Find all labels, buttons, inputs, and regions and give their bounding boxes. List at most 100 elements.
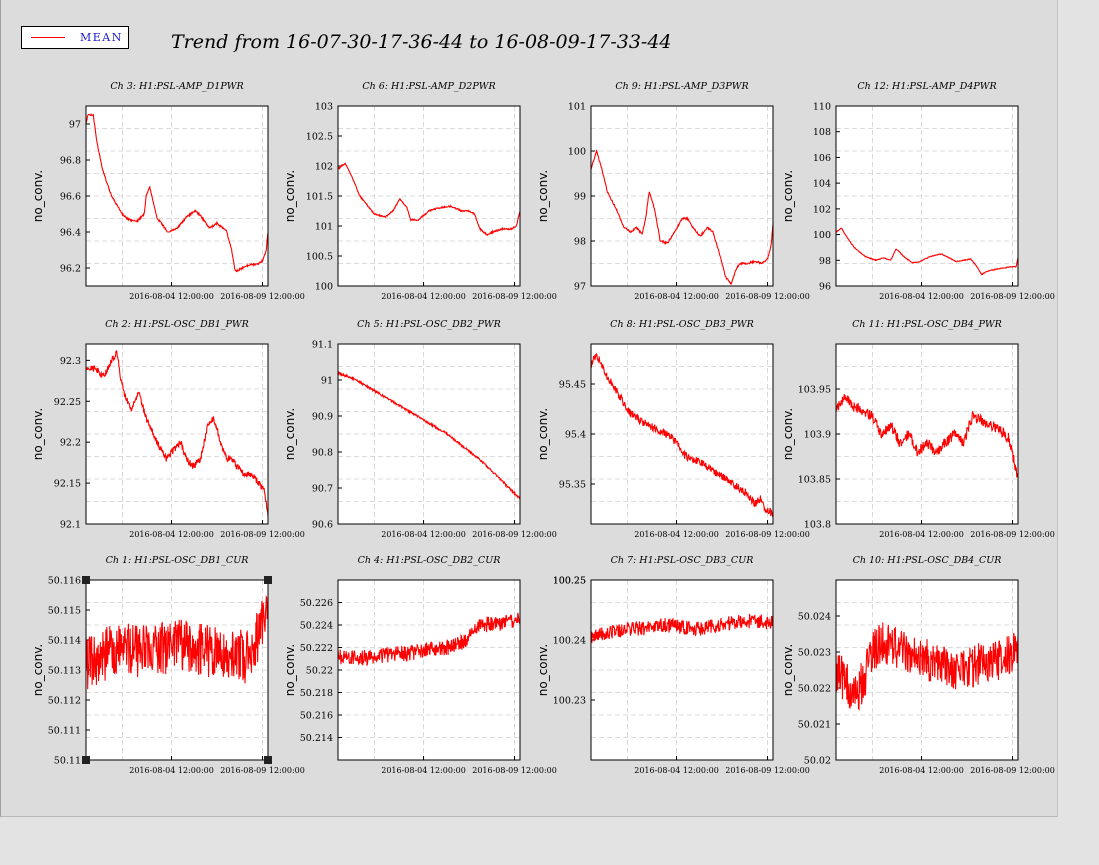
y-tick-label: 50.216 [300,711,333,722]
y-tick-label: 50.02 [804,756,831,767]
x-tick-label: 2016-08-04 12:00:00 [634,292,719,301]
panel-title: Ch 6: H1:PSL-AMP_D2PWR [362,81,495,92]
y-tick-label: 103.8 [804,520,831,531]
y-tick-label: 98 [819,256,831,267]
y-tick-label: 102 [813,204,831,215]
y-tick-label: 98 [574,237,586,248]
y-tick-label: 104 [813,179,831,190]
series-line-mean [590,149,774,285]
plot-frame [85,105,269,287]
y-tick-label: 99 [574,192,586,203]
legend-label: MEAN [80,31,123,44]
y-axis-label: no_conv. [31,408,45,460]
plot-frame [835,105,1019,287]
y-tick-label: 96 [819,282,831,293]
x-tick-label: 2016-08-04 12:00:00 [381,766,466,775]
series-line-mean [85,350,269,517]
y-axis-label: no_conv. [781,408,795,460]
y-tick-label: 100.24 [553,636,586,647]
y-tick-label: 91.1 [312,340,333,351]
x-tick-label: 2016-08-09 12:00:00 [472,766,557,775]
y-tick-label: 90.7 [312,484,333,495]
y-tick-label: 92.3 [60,356,81,367]
y-tick-label: 50.222 [300,643,333,654]
series-line-mean [835,227,1019,276]
plot-frame [85,579,269,761]
panel-title: Ch 3: H1:PSL-AMP_D1PWR [110,81,243,92]
x-tick-label: 2016-08-09 12:00:00 [970,766,1055,775]
plot-frame [590,343,774,525]
y-tick-label: 50.111 [48,726,81,737]
x-tick-label: 2016-08-09 12:00:00 [725,292,810,301]
y-axis-label: no_conv. [31,170,45,222]
y-tick-label: 50.214 [300,733,333,744]
series-line-mean [590,353,774,517]
x-tick-label: 2016-08-09 12:00:00 [220,766,305,775]
x-tick-label: 2016-08-09 12:00:00 [220,292,305,301]
plot-frame [337,105,521,287]
y-tick-label: 96.4 [60,228,81,239]
y-tick-label: 90.6 [312,520,333,531]
y-tick-label: 91 [321,376,333,387]
y-tick-label: 50.22 [306,666,333,677]
series-line-mean [835,394,1019,479]
y-axis-label: no_conv. [536,170,550,222]
plot-frame [590,579,774,761]
plot-frame [337,343,521,525]
y-tick-label: 103.95 [798,385,831,396]
y-tick-label: 50.11 [54,756,81,767]
y-tick-label: 101 [315,222,333,233]
y-tick-label: 50.022 [798,684,831,695]
x-tick-label: 2016-08-04 12:00:00 [634,766,719,775]
selection-handle[interactable] [264,576,272,584]
y-tick-label: 95.35 [559,480,586,491]
x-tick-label: 2016-08-04 12:00:00 [879,530,964,539]
panel-title: Ch 2: H1:PSL-OSC_DB1_PWR [105,319,249,330]
y-tick-label: 108 [813,127,831,138]
y-tick-label: 103 [315,102,333,113]
y-tick-label: 103.9 [804,430,831,441]
selection-handle[interactable] [82,756,90,764]
panel-title: Ch 11: H1:PSL-OSC_DB4_PWR [852,319,1002,330]
y-tick-label: 97 [69,120,81,131]
y-tick-label: 110 [813,102,831,113]
panel-title: Ch 12: H1:PSL-AMP_D4PWR [857,81,996,92]
y-tick-label: 100 [813,230,831,241]
legend: MEAN [21,26,129,49]
y-tick-label: 96.6 [60,192,81,203]
y-tick-label: 50.116 [48,576,81,587]
plot-frame [85,343,269,525]
y-tick-label: 90.9 [312,412,333,423]
y-tick-label: 95.45 [559,380,586,391]
y-tick-label: 100 [568,147,586,158]
selection-handle[interactable] [82,576,90,584]
y-tick-label: 50.021 [798,720,831,731]
y-axis-label: no_conv. [283,644,297,696]
y-tick-label: 100.5 [306,252,333,263]
x-tick-label: 2016-08-09 12:00:00 [725,530,810,539]
plot-frame [590,105,774,287]
y-tick-label: 96.8 [60,156,81,167]
series-line-mean [337,370,521,500]
panel-title: Ch 10: H1:PSL-OSC_DB4_CUR [853,555,1002,566]
series-line-mean [337,162,521,236]
y-tick-label: 50.023 [798,648,831,659]
x-tick-label: 2016-08-04 12:00:00 [381,292,466,301]
y-axis-label: no_conv. [536,408,550,460]
x-tick-label: 2016-08-04 12:00:00 [129,766,214,775]
x-tick-label: 2016-08-04 12:00:00 [634,530,719,539]
x-tick-label: 2016-08-09 12:00:00 [725,766,810,775]
panel-title: Ch 1: H1:PSL-OSC_DB1_CUR [106,555,249,566]
selection-handle[interactable] [264,756,272,764]
y-tick-label: 50.218 [300,688,333,699]
y-tick-label: 50.024 [798,612,831,623]
y-axis-label: no_conv. [536,644,550,696]
y-tick-label: 92.15 [54,479,81,490]
x-tick-label: 2016-08-09 12:00:00 [472,292,557,301]
y-tick-label: 50.226 [300,598,333,609]
y-tick-label: 101 [568,102,586,113]
series-line-mean [85,112,269,273]
chart-title: Trend from 16-07-30-17-36-44 to 16-08-09… [171,31,672,53]
legend-line-swatch [31,37,65,38]
